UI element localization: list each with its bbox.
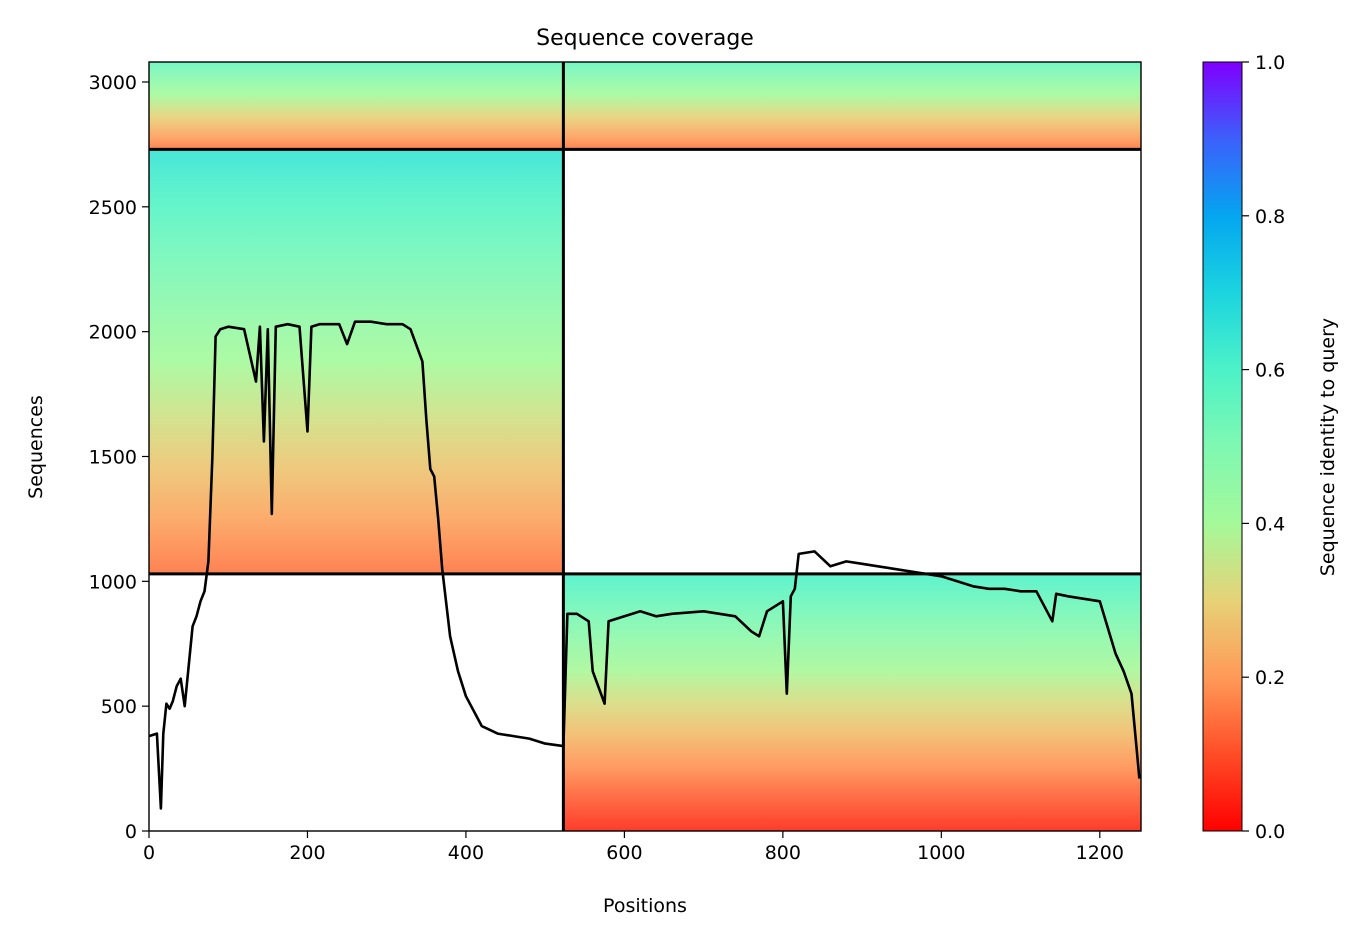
x-tick-label-1200: 1200 xyxy=(1076,842,1124,864)
y-tick-label-0: 0 xyxy=(125,821,137,843)
coverage-blocks xyxy=(149,62,1141,831)
y-tick-label-2000: 2000 xyxy=(89,322,137,344)
y-axis-ticks: 0 500 1000 1500 2000 2500 3000 xyxy=(89,72,149,843)
x-axis-label: Positions xyxy=(603,895,687,917)
coverage-block-2 xyxy=(563,62,1141,150)
colorbar-tick-label-0.4: 0.4 xyxy=(1255,513,1285,535)
x-tick-label-400: 400 xyxy=(448,842,484,864)
colorbar-tick-label-0.6: 0.6 xyxy=(1255,360,1285,382)
coverage-block-1 xyxy=(149,62,564,150)
y-axis-label: Sequences xyxy=(25,395,47,499)
x-tick-label-1000: 1000 xyxy=(917,842,965,864)
coverage-line xyxy=(148,320,1141,810)
plot-frame xyxy=(148,61,1142,832)
y-tick-label-1000: 1000 xyxy=(89,571,137,593)
colorbar-tick-label-0.0: 0.0 xyxy=(1255,821,1285,843)
y-tick-label-1500: 1500 xyxy=(89,446,137,468)
y-tick-label-500: 500 xyxy=(101,696,137,718)
colorbar-tick-label-1.0: 1.0 xyxy=(1255,52,1285,74)
x-tick-label-600: 600 xyxy=(606,842,642,864)
x-axis-ticks: 0 200 400 600 800 1000 1200 xyxy=(143,831,1124,864)
x-tick-label-200: 200 xyxy=(289,842,325,864)
x-tick-label-800: 800 xyxy=(765,842,801,864)
y-tick-label-2500: 2500 xyxy=(89,197,137,219)
block-dividers xyxy=(149,62,1141,831)
coverage-block-3 xyxy=(149,149,564,574)
y-tick-label-3000: 3000 xyxy=(89,72,137,94)
colorbar-ticks: 0.0 0.2 0.4 0.6 0.8 1.0 xyxy=(1242,52,1285,843)
colorbar-tick-label-0.8: 0.8 xyxy=(1255,206,1285,228)
chart-title: Sequence coverage xyxy=(536,26,754,51)
coverage-line-group xyxy=(148,320,1141,810)
colorbar-tick-label-0.2: 0.2 xyxy=(1255,667,1285,689)
colorbar-label: Sequence identity to query xyxy=(1317,318,1339,576)
colorbar xyxy=(1202,61,1243,832)
x-tick-label-0: 0 xyxy=(143,842,155,864)
